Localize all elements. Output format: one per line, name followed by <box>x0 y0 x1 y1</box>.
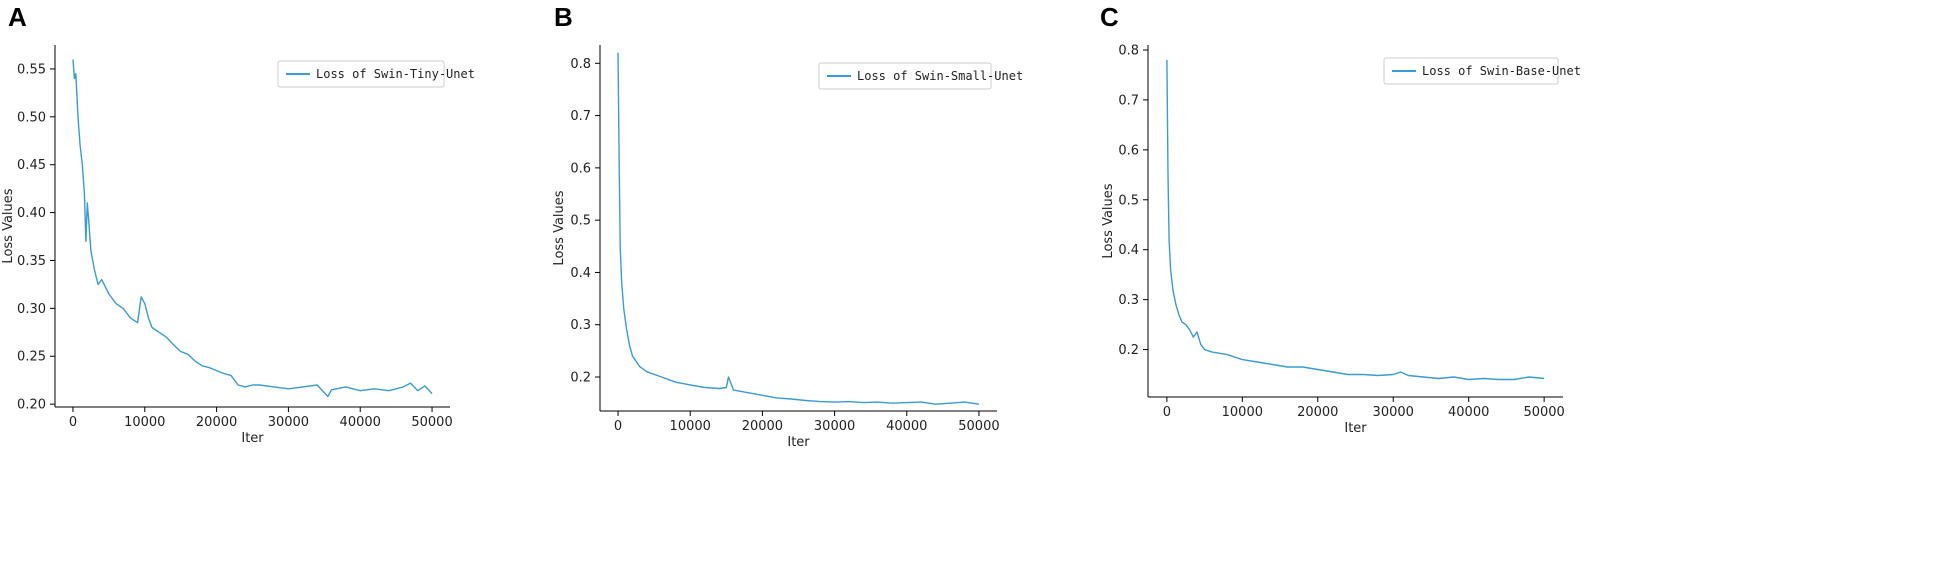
x-tick-label: 0 <box>69 415 77 430</box>
x-axis-label: Iter <box>1344 421 1367 436</box>
y-tick-label: 0.6 <box>570 161 591 176</box>
legend-label: Loss of Swin-Tiny-Unet <box>316 67 475 81</box>
panel-letter: C <box>1100 2 1119 32</box>
y-tick-label: 0.7 <box>1118 93 1139 108</box>
x-tick-label: 50000 <box>958 419 999 434</box>
y-tick-label: 0.5 <box>1118 193 1139 208</box>
y-axis-label: Loss Values <box>1101 183 1116 258</box>
x-tick-label: 50000 <box>1523 405 1564 420</box>
chart-panel-b: B 0 10000 20000 30000 40000 50000 0.2 0.3 0.4 0.5 0… <box>552 2 1023 450</box>
y-tick-label: 0.3 <box>1118 293 1139 308</box>
panel-letter: A <box>8 2 27 32</box>
y-tick-label: 0.8 <box>570 57 591 72</box>
legend-label: Loss of Swin-Small-Unet <box>857 69 1023 83</box>
y-tick-label: 0.45 <box>17 158 46 173</box>
y-tick-label: 0.3 <box>570 318 591 333</box>
y-tick-label: 0.5 <box>570 214 591 229</box>
legend: Loss of Swin-Base-Unet <box>1383 57 1581 85</box>
x-tick-label: 20000 <box>196 415 237 430</box>
legend: Loss of Swin-Small-Unet <box>818 62 1023 90</box>
x-axis-label: Iter <box>241 431 264 446</box>
legend-box <box>1383 57 1559 85</box>
loss-series-line <box>1166 59 1545 381</box>
y-tick-label: 0.6 <box>1118 143 1139 158</box>
y-tick-label: 0.25 <box>17 350 46 365</box>
y-tick-label: 0.50 <box>17 110 46 125</box>
y-tick-label: 0.2 <box>1118 343 1139 358</box>
legend-box <box>818 62 992 90</box>
y-tick-label: 0.2 <box>570 371 591 386</box>
legend-box <box>277 60 445 88</box>
x-tick-label: 10000 <box>1222 405 1263 420</box>
y-tick-label: 0.35 <box>17 254 46 269</box>
chart-panel-c: C 0 10000 20000 30000 40000 50000 0.2 0.3 0.4 0.5 0… <box>1100 2 1581 436</box>
y-axis-label: Loss Values <box>552 190 567 265</box>
x-axis-label: Iter <box>787 435 810 450</box>
y-tick-label: 0.4 <box>570 266 591 281</box>
y-tick-label: 0.40 <box>17 206 46 221</box>
x-tick-label: 20000 <box>742 419 783 434</box>
loss-series-line <box>72 59 433 398</box>
y-tick-label: 0.8 <box>1118 43 1139 58</box>
x-tick-label: 0 <box>1163 405 1171 420</box>
legend-label: Loss of Swin-Base-Unet <box>1422 64 1581 78</box>
y-tick-label: 0.55 <box>17 62 46 77</box>
x-tick-label: 40000 <box>340 415 381 430</box>
x-tick-label: 10000 <box>124 415 165 430</box>
panel-letter: B <box>554 2 573 32</box>
x-tick-label: 40000 <box>886 419 927 434</box>
x-tick-label: 30000 <box>268 415 309 430</box>
y-tick-label: 0.7 <box>570 109 591 124</box>
x-tick-label: 40000 <box>1448 405 1489 420</box>
y-tick-label: 0.4 <box>1118 243 1139 258</box>
x-tick-label: 50000 <box>411 415 452 430</box>
x-tick-label: 10000 <box>670 419 711 434</box>
x-tick-label: 0 <box>614 419 622 434</box>
y-tick-label: 0.30 <box>17 302 46 317</box>
legend: Loss of Swin-Tiny-Unet <box>277 60 475 88</box>
x-tick-label: 30000 <box>1373 405 1414 420</box>
y-axis-label: Loss Values <box>1 188 16 263</box>
chart-panel-a: A 0 10000 20000 30000 40000 50000 0.20 0.25 0.30 0… <box>1 2 475 446</box>
y-tick-label: 0.20 <box>17 398 46 413</box>
x-tick-label: 20000 <box>1297 405 1338 420</box>
loss-series-line <box>617 52 980 405</box>
x-tick-label: 30000 <box>814 419 855 434</box>
